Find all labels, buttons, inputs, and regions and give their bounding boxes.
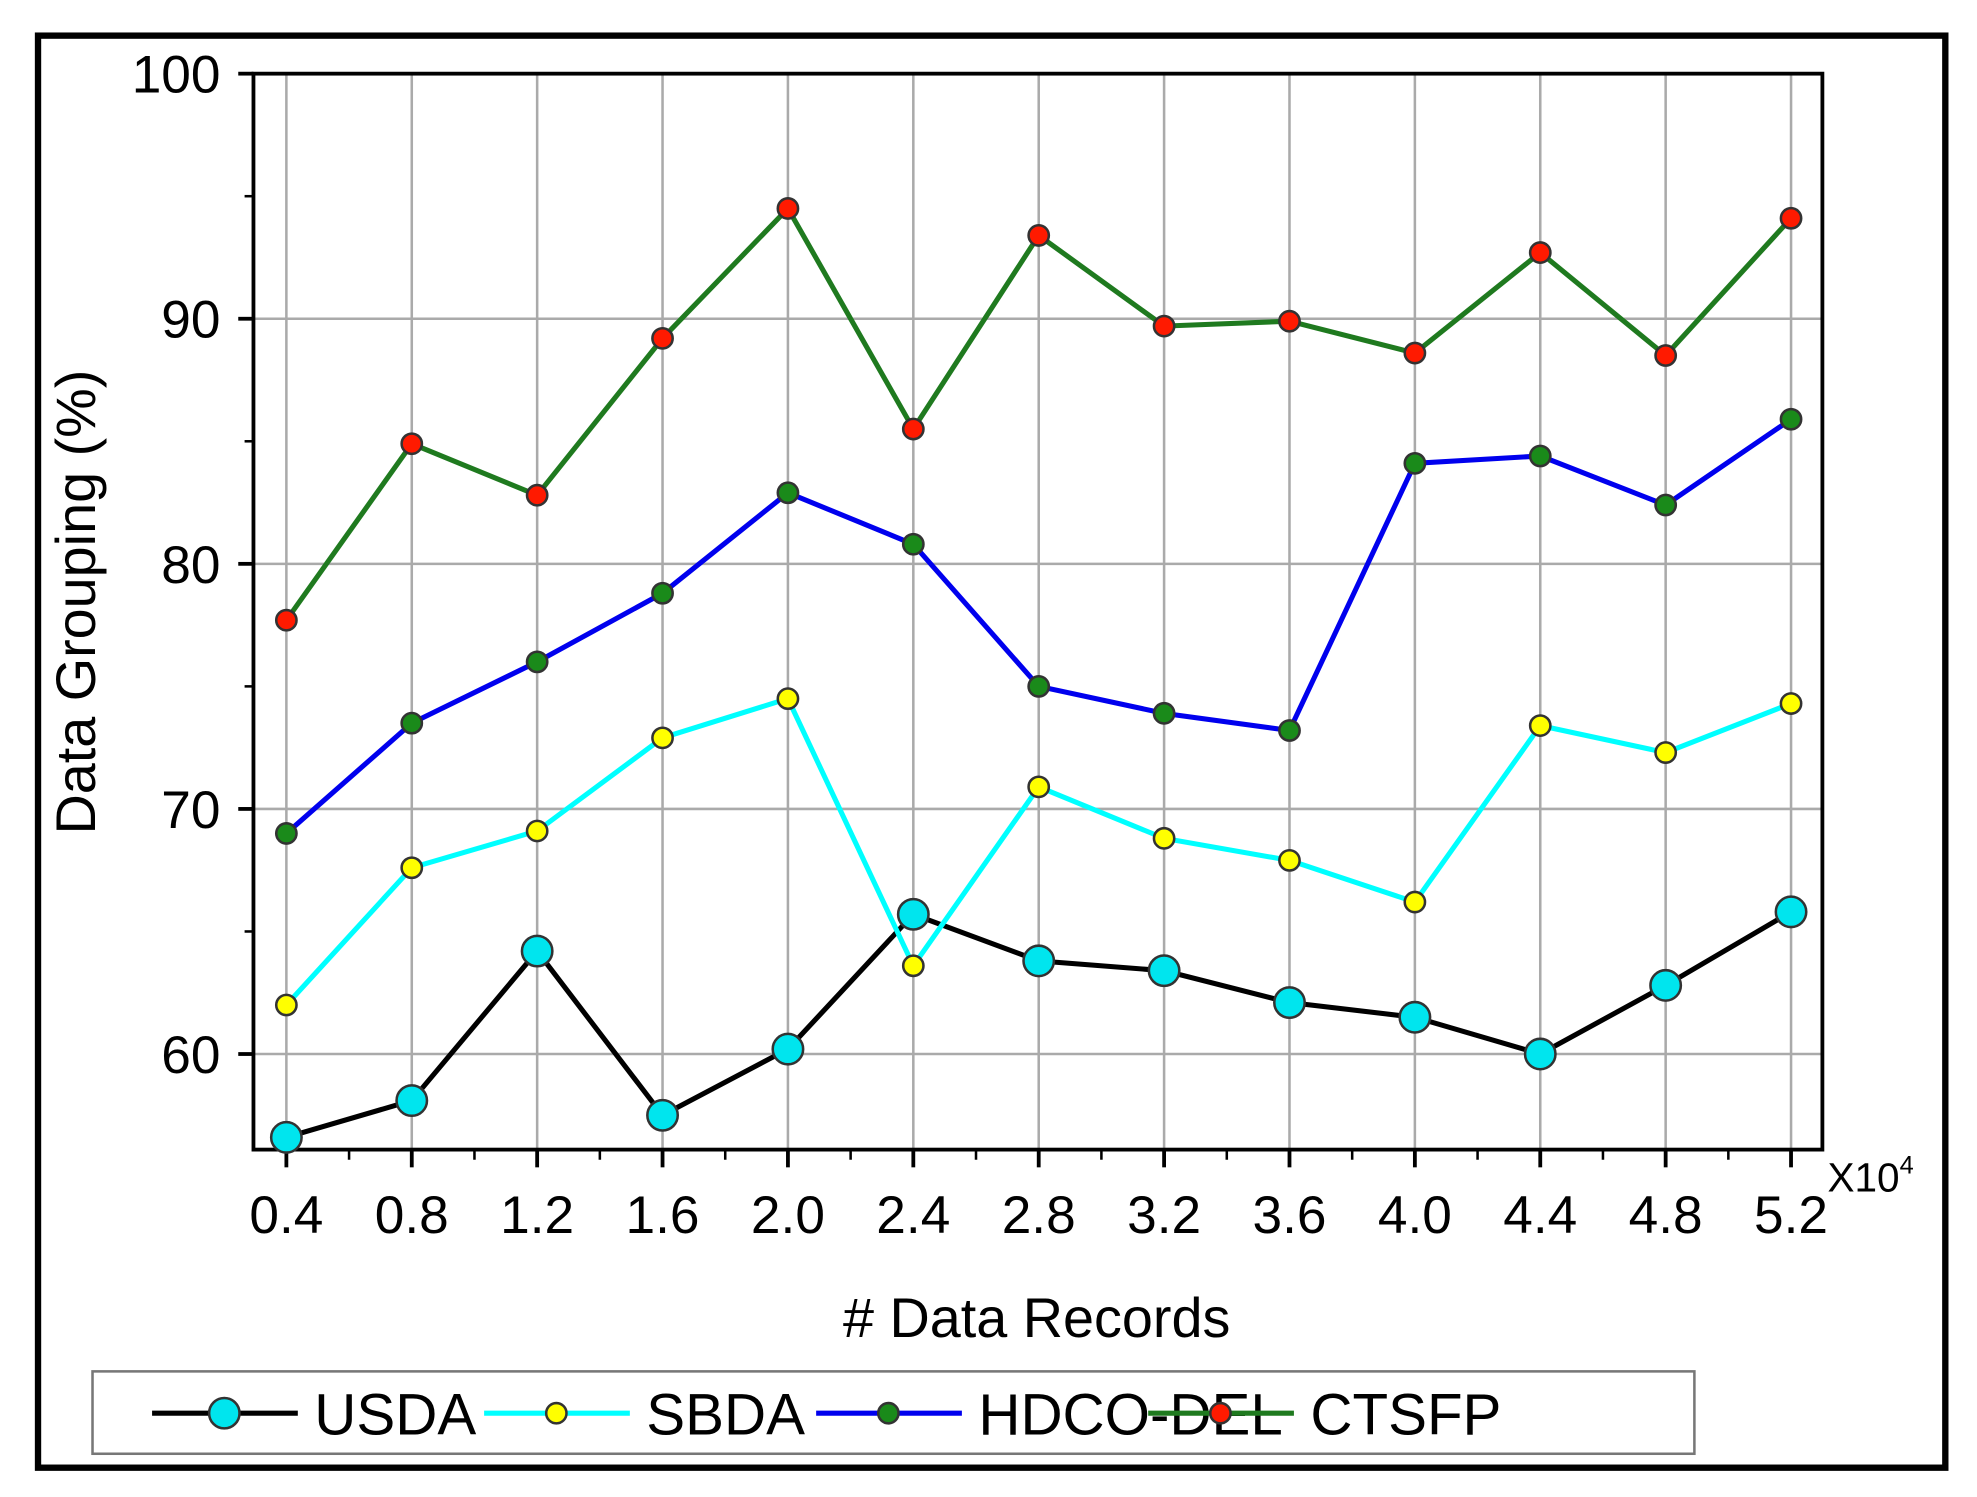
- data-point: [1403, 451, 1427, 475]
- data-point: [274, 993, 298, 1017]
- series-usda: [269, 895, 1808, 1154]
- data-point: [1528, 444, 1552, 468]
- data-point: [776, 481, 800, 505]
- data-point: [274, 608, 298, 632]
- data-point: [1022, 944, 1056, 978]
- data-point: [776, 687, 800, 711]
- legend-marker: [1209, 1401, 1232, 1425]
- legend-marker: [207, 1396, 241, 1430]
- data-point: [1779, 206, 1803, 230]
- data-point: [525, 483, 549, 507]
- series-group: [269, 197, 1808, 1154]
- data-point: [525, 819, 549, 843]
- data-point: [1779, 692, 1803, 715]
- outer-frame: [34, 32, 1949, 1471]
- data-point: [1273, 986, 1306, 1020]
- legend-label: SBDA: [646, 1383, 805, 1448]
- data-point: [1654, 741, 1678, 764]
- plot-area-border: [251, 71, 1825, 1152]
- y-tick-label: 80: [161, 536, 220, 595]
- x-multiplier: X104: [1827, 1152, 1913, 1201]
- x-tick-label: 1.2: [500, 1186, 574, 1245]
- data-point: [269, 1120, 303, 1154]
- legend-marker: [876, 1401, 900, 1425]
- data-point: [1147, 954, 1181, 988]
- x-tick-label: 2.0: [751, 1186, 825, 1245]
- x-tick-label: 0.8: [375, 1186, 449, 1245]
- x-tick-label: 3.2: [1127, 1186, 1201, 1245]
- data-point: [1152, 826, 1176, 850]
- axes: 0.4 0.8 1.2 1.6 2.0 2.4 2.8 3.2 3.6 4.0 4.4 4.8 5.2 6…: [132, 46, 1828, 1246]
- x-tick-label: 5.2: [1754, 1186, 1828, 1245]
- data-point: [651, 726, 674, 750]
- x-tick-label: 1.6: [626, 1186, 700, 1245]
- data-point: [1398, 1000, 1432, 1034]
- data-point: [1403, 890, 1427, 914]
- legend-label: USDA: [314, 1383, 476, 1448]
- data-point: [651, 326, 674, 350]
- y-tick-label: 100: [132, 46, 221, 105]
- legend-label: CTSFP: [1310, 1383, 1501, 1448]
- legend: USDA SBDA HDCO-DEL CTSFP: [91, 1370, 1696, 1456]
- data-point: [525, 650, 549, 674]
- data-point: [646, 1098, 680, 1132]
- y-tick-label: 70: [161, 781, 220, 840]
- data-point: [651, 581, 674, 605]
- data-point: [1278, 848, 1301, 872]
- data-point: [274, 822, 298, 845]
- data-point: [400, 856, 424, 880]
- data-point: [901, 954, 925, 978]
- data-point: [1528, 714, 1552, 738]
- data-point: [901, 532, 925, 556]
- data-point: [1774, 895, 1808, 929]
- data-point: [1278, 309, 1301, 333]
- data-point: [1027, 224, 1051, 247]
- y-tick-label: 90: [161, 291, 220, 350]
- series-sbda: [274, 687, 1803, 1017]
- data-point: [400, 432, 424, 456]
- data-point: [1027, 775, 1051, 799]
- data-point: [776, 197, 800, 220]
- data-point: [901, 417, 925, 441]
- data-point: [1528, 241, 1552, 264]
- data-point: [1654, 493, 1678, 517]
- data-point: [395, 1084, 429, 1118]
- series-hdco-del: [274, 407, 1803, 845]
- x-tick-label: 4.0: [1378, 1186, 1452, 1245]
- x-tick-label: 4.8: [1629, 1186, 1703, 1245]
- x-tick-label: 2.4: [876, 1186, 950, 1245]
- legend-item-ctsfp: CTSFP: [1148, 1383, 1501, 1448]
- x-axis-label: # Data Records: [843, 1287, 1230, 1349]
- data-point: [1654, 344, 1678, 367]
- x-tick-label: 3.6: [1252, 1186, 1326, 1245]
- data-point: [1152, 314, 1176, 338]
- legend-marker: [544, 1401, 568, 1425]
- legend-item-usda: USDA: [152, 1383, 476, 1448]
- x-tick-label: 0.4: [249, 1186, 323, 1245]
- data-point: [400, 711, 424, 735]
- x-tick-label: 4.4: [1503, 1186, 1577, 1245]
- data-point: [1523, 1037, 1557, 1071]
- data-point: [520, 934, 554, 968]
- data-point: [896, 897, 930, 931]
- data-point: [1152, 701, 1176, 725]
- data-point: [1027, 674, 1051, 698]
- y-tick-label: 60: [161, 1026, 220, 1085]
- data-point: [1278, 719, 1301, 742]
- legend-item-sbda: SBDA: [484, 1383, 805, 1448]
- data-point: [1403, 341, 1427, 365]
- x-tick-label: 2.8: [1002, 1186, 1076, 1245]
- series-ctsfp: [274, 197, 1803, 632]
- data-point: [771, 1032, 805, 1066]
- data-point: [1649, 968, 1683, 1002]
- data-point: [1779, 407, 1803, 431]
- y-axis-label: Data Grouping (%): [45, 370, 107, 835]
